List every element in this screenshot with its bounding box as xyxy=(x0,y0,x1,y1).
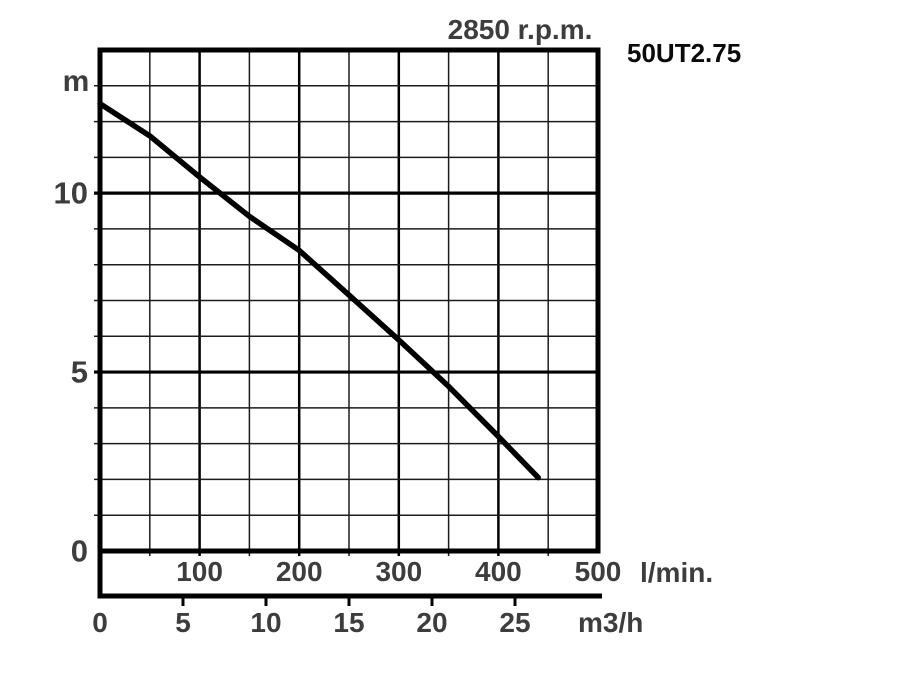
m3h-tick-label: 5 xyxy=(175,607,191,638)
lmin-axis-unit: l/min. xyxy=(640,557,714,588)
y-axis-unit: m xyxy=(62,65,90,98)
y-tick-label: 0 xyxy=(70,533,88,569)
m3h-tick-label: 25 xyxy=(499,607,531,638)
head-curve xyxy=(97,100,541,481)
m3h-tick-label: 15 xyxy=(333,607,365,638)
y-tick-label: 10 xyxy=(53,175,88,211)
chart-title-rpm: 2850 r.p.m. xyxy=(447,14,593,45)
m3h-axis-unit: m3/h xyxy=(578,607,644,638)
m3h-tick-label: 10 xyxy=(250,607,282,638)
y-tick-label: 5 xyxy=(70,354,88,390)
lmin-tick-label: 200 xyxy=(275,556,323,587)
lmin-tick-label: 100 xyxy=(176,556,223,587)
lmin-tick-label: 400 xyxy=(475,556,522,587)
m3h-tick-label: 0 xyxy=(92,607,108,638)
lmin-tick-label: 300 xyxy=(375,556,423,587)
m3h-tick-label: 20 xyxy=(416,607,448,638)
pump-model-label: 50UT2.75 xyxy=(627,38,742,68)
lmin-tick-label: 500 xyxy=(574,556,622,587)
plot-border xyxy=(97,47,601,554)
